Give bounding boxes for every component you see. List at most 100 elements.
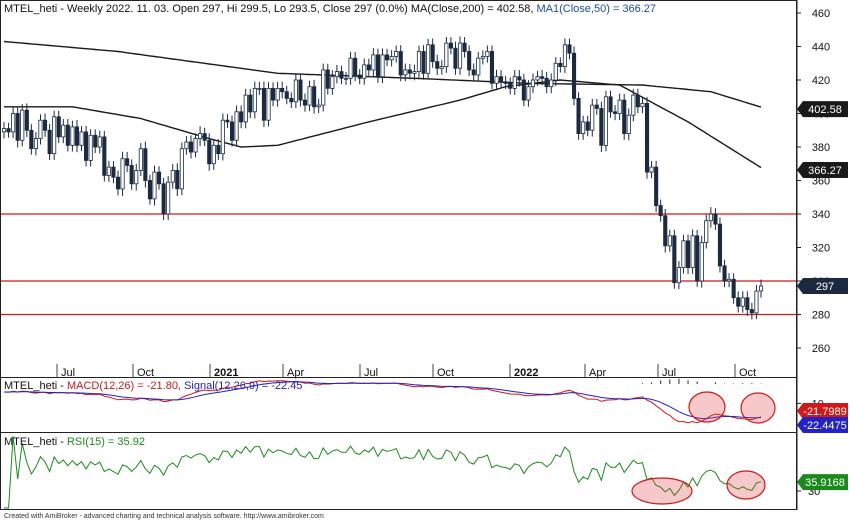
candle	[517, 69, 522, 87]
candle	[65, 119, 70, 152]
candle-body	[284, 91, 289, 99]
candle-body	[439, 66, 444, 69]
candle-body	[43, 119, 48, 131]
candle-body	[47, 129, 52, 155]
candle-body	[549, 79, 554, 88]
candle-body	[576, 98, 581, 135]
candle-body	[444, 42, 449, 67]
candle	[681, 234, 686, 274]
candle	[307, 80, 312, 112]
candle	[745, 291, 750, 316]
x-tick-label: Oct	[739, 367, 756, 379]
candle	[508, 77, 513, 95]
macd-value-badge-text: -21.7989	[803, 406, 846, 418]
candle-body	[97, 136, 102, 148]
x-tick-label: Oct	[137, 367, 154, 379]
candle-body	[307, 86, 312, 106]
candle	[293, 73, 298, 109]
candle-body	[243, 94, 248, 123]
candle	[480, 50, 485, 65]
price-tick-label: 280	[812, 310, 830, 322]
candle-body	[384, 54, 390, 61]
candle-body	[704, 220, 709, 243]
candle-body	[535, 76, 540, 81]
candle	[325, 63, 330, 95]
candle	[202, 127, 207, 147]
ma50-value-badge: 366.27	[797, 161, 848, 178]
footer-credit: Created with AmiBroker - advanced charti…	[4, 513, 324, 520]
candle-body	[325, 69, 330, 89]
candle	[24, 103, 29, 137]
candle	[467, 45, 472, 77]
candle-body	[220, 119, 225, 155]
price-title: MTEL_heti - Weekly 2022. 11. 03. Open 29…	[4, 3, 656, 15]
candle-body	[430, 44, 435, 62]
candle-body	[722, 265, 727, 282]
candle-body	[708, 213, 713, 222]
candle-body	[686, 240, 691, 269]
candle	[129, 159, 134, 190]
candle-body	[407, 69, 412, 74]
candle	[640, 97, 645, 114]
candle-body	[717, 223, 722, 267]
candle	[498, 70, 504, 89]
candle-body	[348, 57, 353, 79]
candle	[243, 88, 248, 129]
candle	[731, 273, 736, 304]
candle	[170, 163, 175, 189]
candle	[503, 75, 508, 90]
candle	[526, 80, 531, 107]
candle-body	[521, 79, 526, 101]
candle	[654, 160, 659, 212]
candle	[353, 52, 358, 82]
candle	[79, 126, 84, 152]
candle	[713, 208, 718, 230]
candle	[608, 90, 613, 118]
candle	[540, 69, 545, 86]
candle	[740, 291, 745, 313]
candle-body	[38, 119, 43, 139]
candle	[138, 143, 143, 176]
candle-body	[567, 44, 572, 54]
candle-body	[540, 76, 545, 79]
candle	[585, 115, 590, 137]
candle-body	[65, 124, 70, 146]
candle	[717, 217, 722, 273]
candle-body	[380, 54, 385, 78]
candle-body	[754, 290, 759, 314]
candle-body	[745, 297, 750, 310]
candle-body	[594, 104, 599, 109]
candle	[530, 73, 535, 94]
candle-body	[467, 51, 472, 71]
candle	[549, 73, 554, 94]
ma50-series	[4, 79, 762, 169]
candle	[2, 122, 7, 139]
candle-body	[138, 148, 143, 171]
candle	[362, 58, 367, 85]
candle-body	[102, 136, 107, 176]
ma200-value-badge: 402.58	[797, 101, 848, 118]
price-tick-label: 360	[812, 176, 830, 188]
candle	[6, 122, 11, 138]
candle	[667, 229, 672, 252]
candle-body	[362, 64, 367, 79]
candle-body	[24, 109, 29, 131]
candle-body	[357, 74, 362, 79]
candle-body	[553, 62, 558, 81]
candle-body	[266, 88, 271, 121]
candle-body	[152, 171, 157, 200]
x-tick-label: Apr	[287, 367, 304, 379]
candle	[61, 119, 66, 144]
candle-body	[631, 94, 636, 116]
candle	[626, 108, 631, 141]
x-tick-label: Jul	[662, 367, 676, 379]
candle-body	[375, 54, 380, 78]
candle-body	[640, 103, 645, 108]
candle	[289, 92, 294, 108]
candle-body	[293, 79, 298, 103]
candle-body	[166, 181, 171, 215]
candle-body	[343, 77, 349, 80]
close-value-badge: 297	[797, 278, 848, 295]
candle	[125, 152, 130, 173]
candle-body	[239, 111, 244, 123]
